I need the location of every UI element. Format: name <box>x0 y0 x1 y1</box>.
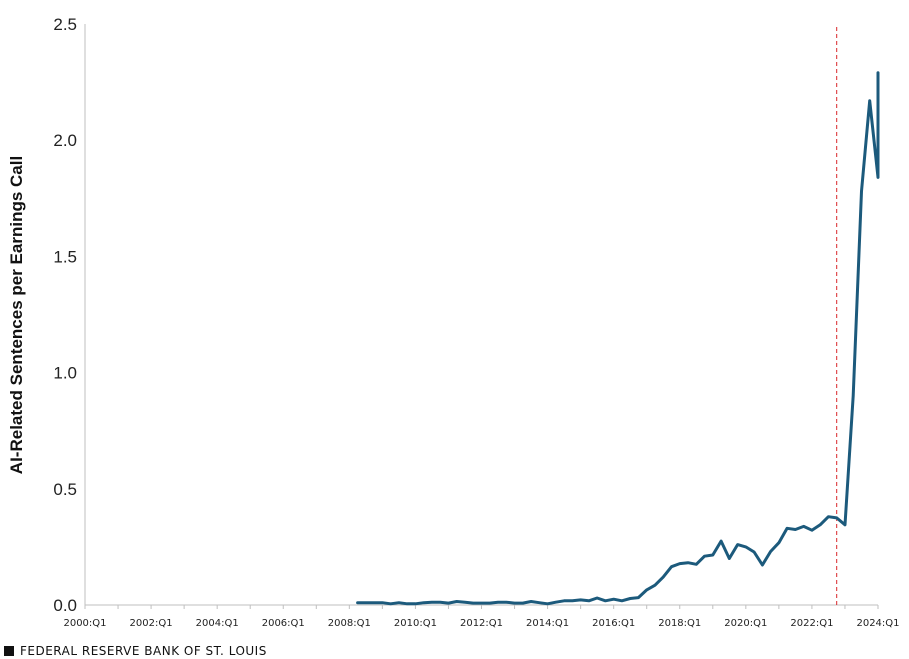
x-tick-label: 2012:Q1 <box>460 618 503 629</box>
x-tick-label: 2010:Q1 <box>394 618 437 629</box>
series-line <box>356 71 880 606</box>
y-tick-label: 1.0 <box>53 364 77 383</box>
y-axis-ticks: 0.0 0.5 1.0 1.5 2.0 2.5 <box>53 15 77 615</box>
y-tick-label: 2.0 <box>53 131 77 150</box>
x-tick-label: 2014:Q1 <box>526 618 569 629</box>
x-tick-label: 2024:Q1 <box>856 618 899 629</box>
x-tick-label: 2018:Q1 <box>658 618 701 629</box>
source-footer: FEDERAL RESERVE BANK OF ST. LOUIS <box>4 644 267 658</box>
source-square-icon <box>4 646 14 656</box>
x-tick-label: 2000:Q1 <box>63 618 106 629</box>
x-tick-label: 2006:Q1 <box>262 618 305 629</box>
y-axis-label-group: AI-Related Sentences per Earnings Call <box>7 156 26 474</box>
axes <box>84 24 878 606</box>
source-label: FEDERAL RESERVE BANK OF ST. LOUIS <box>20 644 267 658</box>
x-tick-label: 2016:Q1 <box>592 618 635 629</box>
x-tick-label: 2004:Q1 <box>196 618 239 629</box>
series-group <box>356 71 880 606</box>
x-tick-label: 2008:Q1 <box>328 618 371 629</box>
x-tick-label: 2020:Q1 <box>724 618 767 629</box>
y-axis-label: AI-Related Sentences per Earnings Call <box>7 156 26 474</box>
y-tick-label: 2.5 <box>53 15 77 34</box>
x-axis-ticks: 2000:Q1 2002:Q1 2004:Q1 2006:Q1 2008:Q1 2010:… <box>63 605 900 629</box>
y-tick-label: 1.5 <box>53 247 77 266</box>
y-tick-label: 0.5 <box>53 480 77 499</box>
x-tick-label: 2022:Q1 <box>790 618 833 629</box>
y-tick-label: 0.0 <box>53 596 77 615</box>
x-tick-label: 2002:Q1 <box>130 618 173 629</box>
